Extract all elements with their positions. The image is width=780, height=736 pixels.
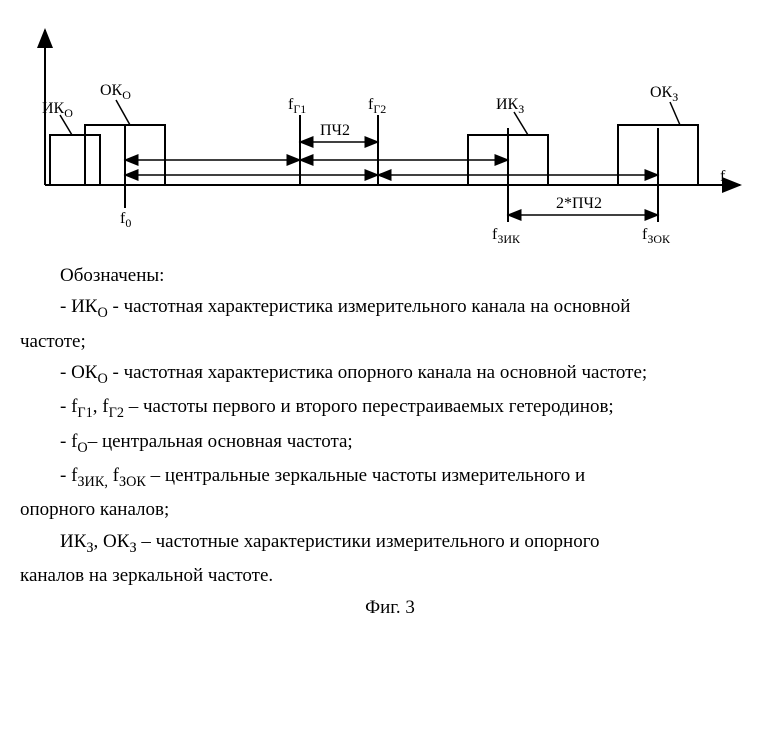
label-fzok: fЗОК [642,226,670,247]
legend-line-ik0: - ИКО - частотная характеристика измерит… [20,291,760,325]
legend-line-fg: - fГ1, fГ2 – частоты первого и второго п… [20,391,760,425]
figure-caption: Фиг. 3 [20,597,760,619]
label-fg1: fГ1 [288,96,306,117]
legend-text: Обозначены: - ИКО - частотная характерис… [20,260,760,591]
label-f0: f0 [120,210,131,231]
frequency-diagram: ИКО ОКО ИКЗ ОКЗ fГ1 fГ2 ПЧ2 f f0 fЗИК fЗ… [20,20,760,250]
legend-line-fz-cont: опорного каналов; [20,494,760,525]
legend-line-ikok3: ИКЗ, ОКЗ – частотные характеристики изме… [20,526,760,560]
label-fzik: fЗИК [492,226,520,247]
legend-line-ikok3-cont: каналов на зеркальной частоте. [20,560,760,591]
axis-label-f: f [720,168,725,186]
legend-heading: Обозначены: [20,260,760,291]
label-pch2: ПЧ2 [320,122,350,140]
legend-line-f0: - fО– центральная основная частота; [20,426,760,460]
label-ik3: ИКЗ [496,96,524,117]
legend-line-fz: - fЗИК, fЗОК – центральные зеркальные ча… [20,460,760,494]
label-ik0: ИКО [42,100,73,121]
legend-line-ok0: - ОКО - частотная характеристика опорног… [20,357,760,391]
label-ok3: ОКЗ [650,84,678,105]
label-fg2: fГ2 [368,96,386,117]
legend-line-ik0-cont: частоте; [20,326,760,357]
label-2pch2: 2*ПЧ2 [556,195,602,213]
label-ok0: ОКО [100,82,131,103]
